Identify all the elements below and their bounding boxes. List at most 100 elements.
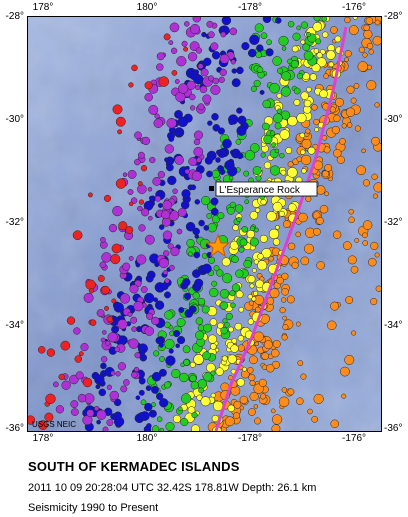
earthquake-marker — [231, 338, 237, 344]
earthquake-marker — [206, 170, 213, 178]
earthquake-marker — [300, 373, 307, 380]
earthquake-marker — [181, 189, 191, 199]
earthquake-marker — [194, 234, 200, 239]
earthquake-marker — [193, 146, 204, 157]
earthquake-marker — [187, 52, 198, 62]
earthquake-marker — [201, 31, 207, 38]
earthquake-marker — [193, 138, 201, 146]
earthquake-marker — [148, 104, 159, 115]
earthquake-marker — [168, 40, 174, 46]
earthquake-marker — [255, 306, 261, 313]
earthquake-marker — [253, 79, 261, 87]
earthquake-marker — [311, 415, 319, 423]
earthquake-marker — [236, 66, 244, 75]
earthquake-marker — [117, 129, 123, 135]
earthquake-marker — [242, 366, 247, 372]
earthquake-marker — [232, 224, 239, 231]
earthquake-marker — [189, 374, 197, 383]
earthquake-marker — [158, 257, 169, 269]
earthquake-marker — [280, 297, 287, 303]
earthquake-marker — [230, 59, 236, 65]
earthquake-marker — [236, 125, 247, 136]
earthquake-marker — [296, 156, 303, 162]
earthquake-marker — [248, 408, 256, 416]
earthquake-marker — [239, 395, 248, 405]
earthquake-marker — [207, 120, 213, 126]
earthquake-marker — [215, 367, 224, 376]
earthquake-marker — [259, 234, 268, 243]
earthquake-marker — [197, 63, 204, 70]
earthquake-marker — [255, 207, 261, 213]
earthquake-marker — [257, 260, 268, 271]
earthquake-marker — [237, 335, 245, 342]
earthquake-marker — [144, 326, 155, 336]
earthquake-marker — [203, 323, 212, 333]
earthquake-marker — [230, 149, 236, 155]
earthquake-marker — [344, 354, 355, 365]
earthquake-marker — [134, 131, 142, 140]
earthquake-marker — [129, 284, 139, 294]
earthquake-marker — [137, 181, 143, 187]
earthquake-marker — [275, 225, 280, 230]
earthquake-marker — [171, 368, 181, 379]
earthquake-marker — [212, 124, 221, 132]
earthquake-marker — [361, 148, 366, 154]
mainshock-star — [205, 233, 231, 258]
earthquake-marker — [363, 24, 370, 31]
earthquake-marker — [164, 144, 174, 154]
earthquake-marker — [316, 261, 325, 270]
earthquake-marker — [147, 215, 153, 221]
earthquake-marker — [117, 319, 128, 330]
earthquake-marker — [101, 285, 110, 295]
earthquake-marker — [137, 184, 147, 194]
earthquake-marker — [233, 412, 240, 420]
earthquake-marker — [345, 107, 356, 117]
earthquake-marker — [101, 356, 108, 363]
earthquake-marker — [230, 344, 239, 353]
earthquake-marker — [270, 408, 276, 414]
earthquake-marker — [258, 378, 267, 387]
earthquake-marker — [165, 355, 176, 366]
earthquake-marker — [203, 57, 212, 66]
earthquake-marker — [156, 392, 164, 401]
earthquake-marker — [192, 73, 203, 84]
earthquake-marker — [77, 393, 87, 403]
earthquake-marker — [174, 79, 180, 84]
earthquake-marker — [348, 25, 359, 35]
earthquake-marker — [229, 290, 236, 297]
earthquake-marker — [72, 230, 83, 241]
earthquake-marker — [271, 414, 283, 425]
earthquake-marker — [295, 231, 301, 238]
earthquake-points — [28, 17, 381, 431]
earthquake-marker — [152, 176, 162, 186]
earthquake-marker — [233, 400, 242, 409]
earthquake-marker — [266, 39, 272, 46]
earthquake-marker — [168, 348, 174, 354]
earthquake-marker — [259, 393, 267, 400]
earthquake-marker — [37, 346, 46, 354]
earthquake-marker — [198, 219, 205, 227]
earthquake-marker — [247, 367, 254, 374]
earthquake-marker — [281, 334, 288, 341]
earthquake-marker — [80, 343, 89, 352]
earthquake-marker — [187, 251, 193, 257]
earthquake-marker — [212, 77, 220, 85]
earthquake-marker — [176, 56, 187, 67]
earthquake-marker — [362, 220, 373, 230]
earthquake-marker — [262, 122, 270, 131]
earthquake-marker — [333, 114, 341, 122]
earthquake-marker — [159, 427, 165, 431]
earthquake-marker — [270, 348, 280, 358]
earthquake-marker — [133, 301, 144, 312]
earthquake-marker — [138, 224, 146, 232]
earthquake-marker — [303, 50, 314, 61]
earthquake-marker — [207, 334, 218, 344]
earthquake-marker — [365, 17, 374, 25]
earthquake-marker — [140, 399, 147, 406]
earthquake-marker — [128, 201, 134, 207]
earthquake-marker — [108, 223, 118, 233]
earthquake-marker — [140, 165, 148, 172]
earthquake-marker — [227, 354, 237, 364]
earthquake-marker — [286, 295, 295, 304]
earthquake-marker — [55, 405, 65, 414]
